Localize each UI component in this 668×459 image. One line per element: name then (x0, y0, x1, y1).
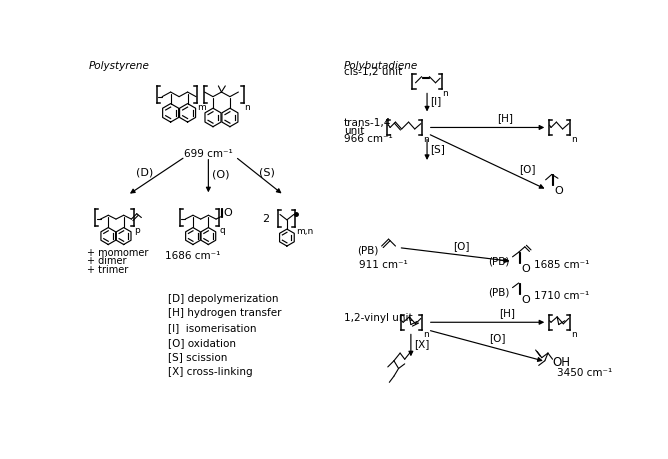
Text: 1,2-vinyl unit: 1,2-vinyl unit (344, 313, 413, 323)
Text: Polybutadiene: Polybutadiene (344, 61, 418, 71)
Text: O: O (521, 264, 530, 274)
Text: [I]: [I] (430, 96, 442, 106)
Text: 911 cm⁻¹: 911 cm⁻¹ (359, 260, 407, 270)
Text: (PB): (PB) (488, 287, 510, 297)
Text: 1685 cm⁻¹: 1685 cm⁻¹ (534, 260, 589, 270)
Text: [X] cross-linking: [X] cross-linking (168, 367, 253, 377)
Text: [H] hydrogen transfer: [H] hydrogen transfer (168, 308, 282, 319)
Text: [I]  isomerisation: [I] isomerisation (168, 323, 257, 333)
Text: n: n (571, 135, 576, 144)
Text: m: m (198, 103, 206, 112)
Text: + trimer: + trimer (87, 264, 128, 274)
Text: n: n (442, 89, 448, 98)
Text: n: n (424, 330, 429, 339)
Text: [H]: [H] (497, 113, 513, 123)
Text: Polystyrene: Polystyrene (88, 61, 149, 71)
Text: m,n: m,n (296, 227, 313, 236)
Text: (PB): (PB) (357, 246, 379, 256)
Text: (PB): (PB) (488, 257, 510, 266)
Text: [O] oxidation: [O] oxidation (168, 338, 236, 347)
Text: unit: unit (344, 126, 364, 136)
Text: cis-1,2 unit: cis-1,2 unit (344, 67, 402, 78)
Text: 966 cm⁻¹: 966 cm⁻¹ (344, 134, 393, 144)
Text: O: O (223, 208, 232, 218)
Text: [O]: [O] (520, 164, 536, 174)
Text: + momomer: + momomer (87, 247, 148, 257)
Text: 699 cm⁻¹: 699 cm⁻¹ (184, 149, 232, 159)
Text: [O]: [O] (489, 333, 505, 343)
Text: n: n (424, 135, 429, 144)
Text: [S]: [S] (430, 144, 445, 154)
Text: [D] depolymerization: [D] depolymerization (168, 294, 279, 304)
Text: [H]: [H] (499, 308, 515, 318)
Text: O: O (554, 186, 563, 196)
Text: 2: 2 (262, 214, 269, 224)
Text: n: n (571, 330, 576, 339)
Text: OH: OH (552, 356, 570, 369)
Text: [X]: [X] (414, 339, 430, 349)
Text: 3450 cm⁻¹: 3450 cm⁻¹ (557, 369, 613, 379)
Text: p: p (134, 226, 140, 235)
Text: 1710 cm⁻¹: 1710 cm⁻¹ (534, 291, 589, 301)
Text: 1686 cm⁻¹: 1686 cm⁻¹ (165, 252, 220, 262)
Text: (S): (S) (259, 167, 275, 177)
Text: [O]: [O] (453, 241, 470, 251)
Text: [S] scission: [S] scission (168, 353, 228, 362)
Text: (O): (O) (212, 169, 230, 179)
Text: n: n (244, 103, 250, 112)
Text: + dimer: + dimer (87, 256, 126, 266)
Text: O: O (521, 295, 530, 305)
Text: (D): (D) (136, 167, 153, 177)
Text: trans-1,4: trans-1,4 (344, 118, 391, 128)
Text: q: q (220, 226, 226, 235)
